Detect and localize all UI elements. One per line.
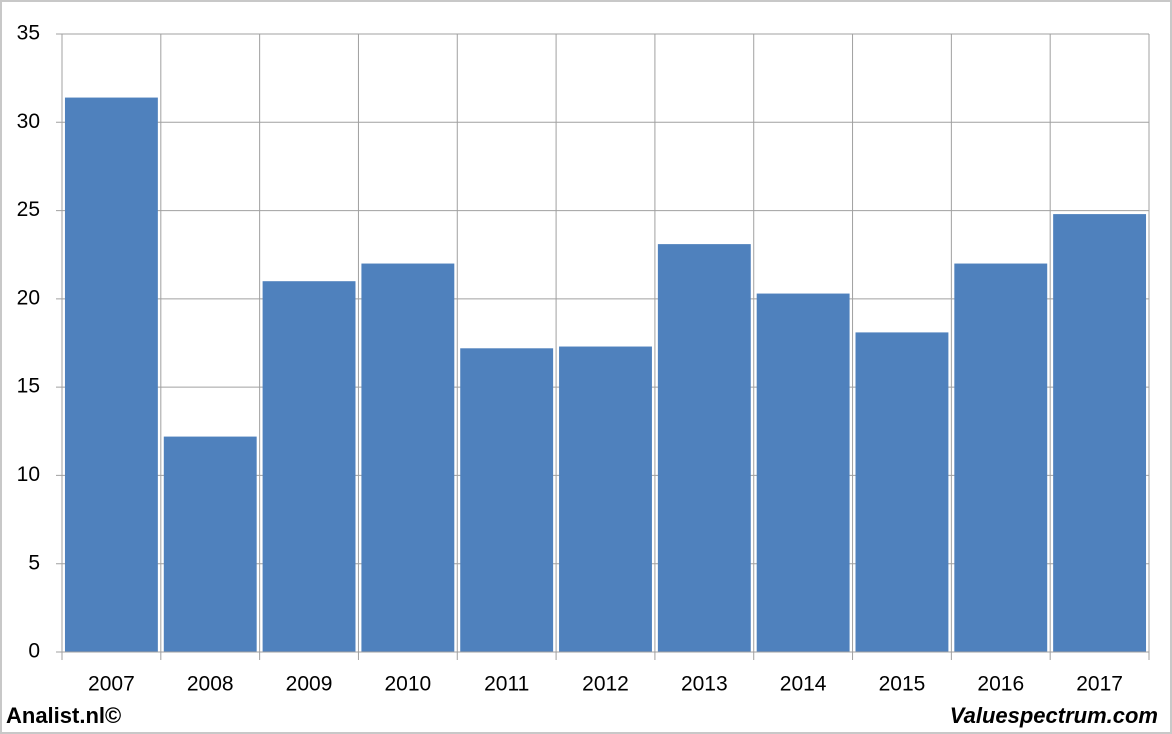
x-tick-label: 2009 bbox=[286, 673, 333, 696]
bar bbox=[361, 263, 455, 652]
bar bbox=[756, 293, 850, 652]
footer-left: Analist.nl© bbox=[6, 703, 121, 728]
x-tick-label: 2010 bbox=[385, 673, 432, 696]
bar bbox=[559, 346, 652, 652]
x-tick-label: 2014 bbox=[780, 673, 827, 696]
y-tick-label: 5 bbox=[28, 551, 40, 574]
bar bbox=[855, 332, 949, 652]
y-tick-label: 25 bbox=[17, 198, 40, 221]
y-tick-label: 30 bbox=[17, 110, 40, 133]
x-tick-label: 2016 bbox=[977, 673, 1024, 696]
x-tick-label: 2011 bbox=[484, 673, 529, 696]
bar bbox=[163, 436, 257, 652]
bar bbox=[460, 348, 554, 652]
y-tick-label: 20 bbox=[17, 286, 40, 309]
x-tick-label: 2007 bbox=[88, 673, 135, 696]
footer-right: Valuespectrum.com bbox=[950, 703, 1158, 728]
bar bbox=[1053, 214, 1147, 653]
y-tick-label: 10 bbox=[17, 463, 40, 486]
x-tick-label: 2012 bbox=[582, 673, 629, 696]
bar bbox=[657, 244, 751, 652]
y-tick-label: 35 bbox=[17, 22, 40, 45]
bar bbox=[262, 281, 356, 652]
y-tick-label: 0 bbox=[28, 640, 40, 663]
y-tick-label: 15 bbox=[17, 375, 40, 398]
x-tick-label: 2008 bbox=[187, 673, 234, 696]
x-tick-label: 2013 bbox=[681, 673, 728, 696]
bar bbox=[64, 97, 158, 652]
x-tick-label: 2017 bbox=[1076, 673, 1123, 696]
x-tick-label: 2015 bbox=[879, 673, 926, 696]
bar bbox=[954, 263, 1048, 652]
